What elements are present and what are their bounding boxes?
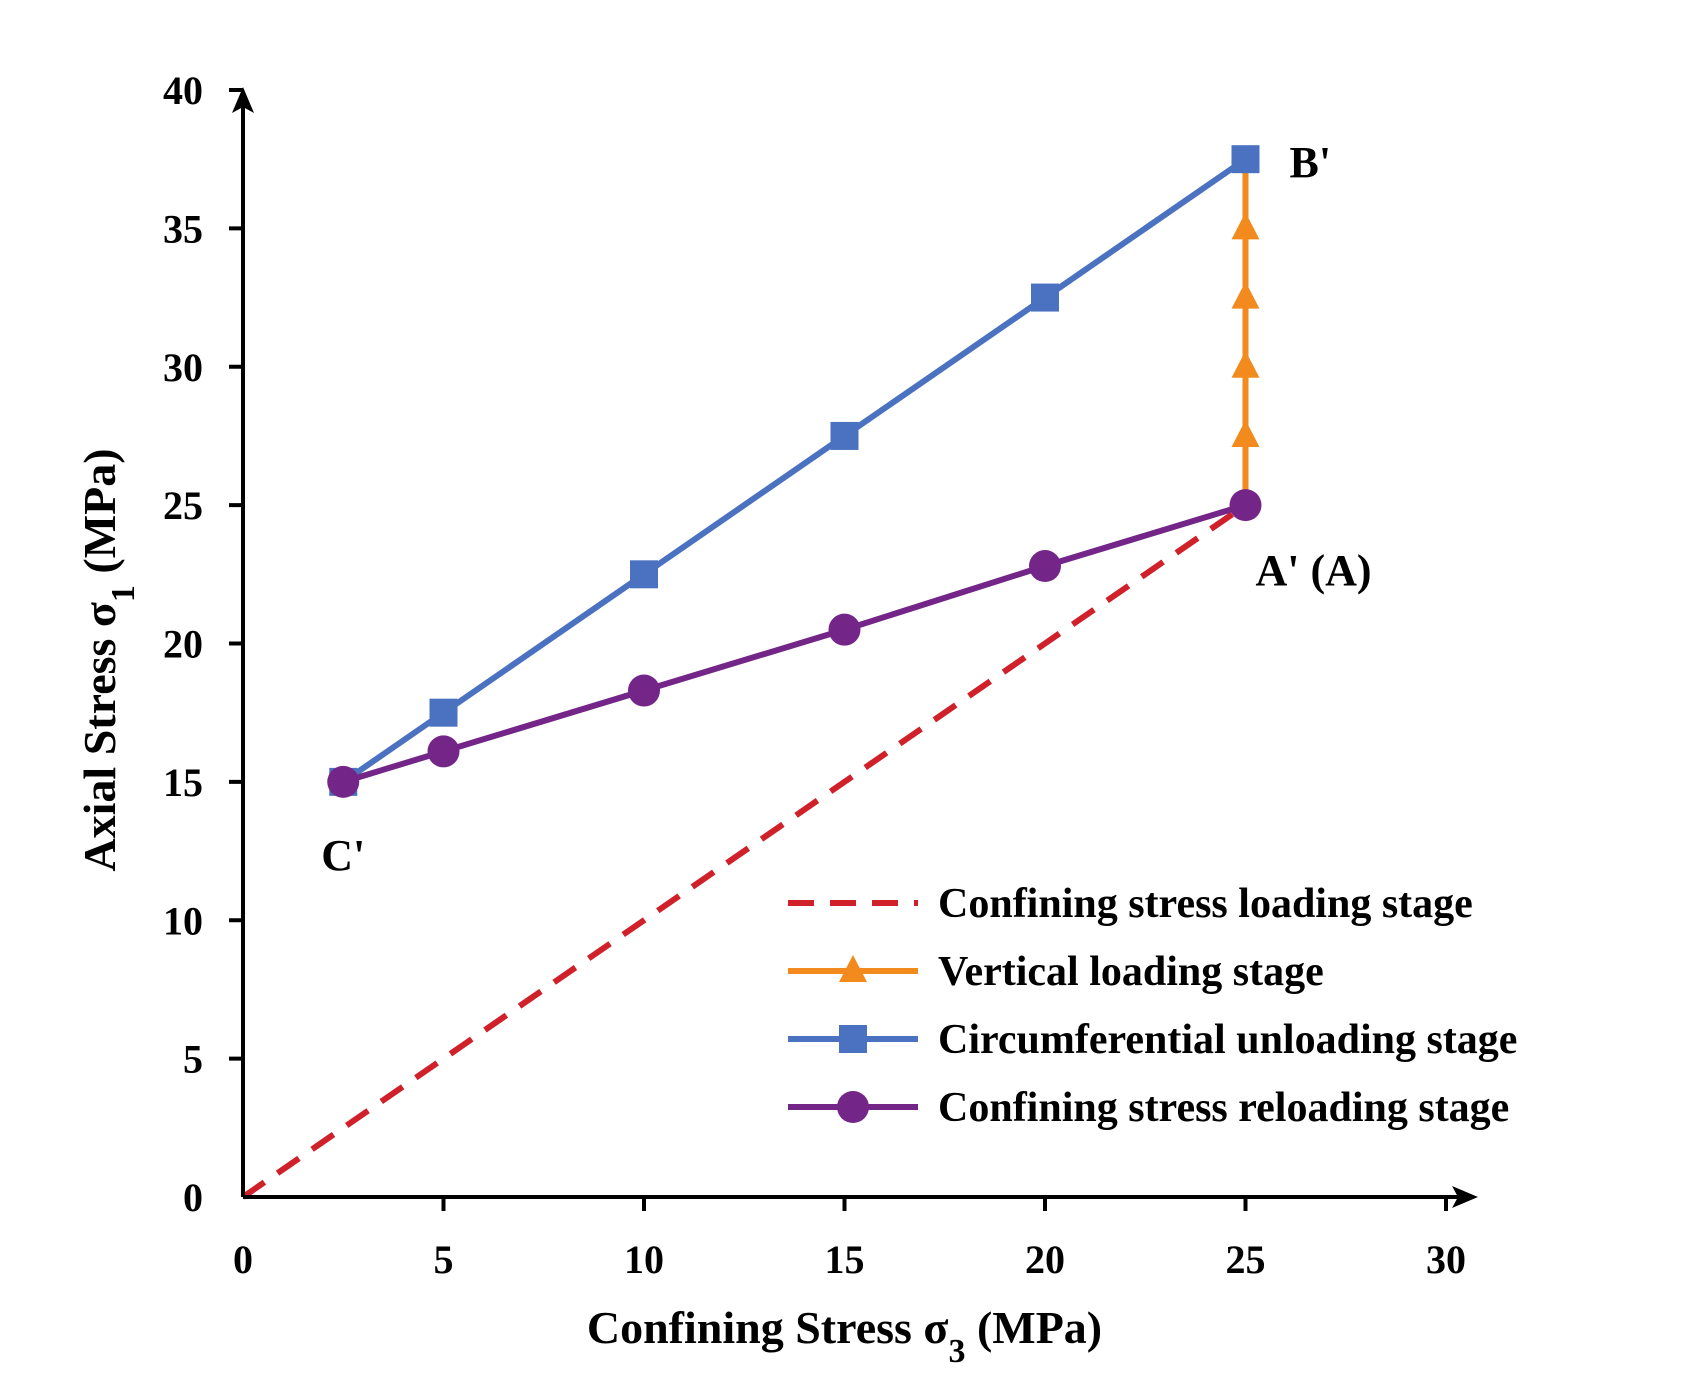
x-tick-label: 0 [233, 1237, 253, 1282]
legend-marker-2 [839, 955, 867, 982]
marker-s2-3 [1231, 281, 1260, 309]
marker-s2-4 [1231, 212, 1260, 240]
marker-s4-6 [1229, 489, 1262, 522]
legend: Confining stress loading stage Vertical l… [788, 881, 1517, 1131]
marker-s3-3 [830, 421, 859, 450]
y-tick-label: 40 [163, 68, 203, 113]
legend-marker-3 [839, 1025, 867, 1053]
x-tick-label: 25 [1226, 1237, 1266, 1282]
marker-s3-5 [429, 698, 458, 727]
marker-s3-1 [1231, 145, 1260, 174]
x-tick-label: 15 [825, 1237, 865, 1282]
marker-s4-1 [327, 765, 360, 798]
y-tick-label: 10 [163, 898, 203, 943]
data-markers [327, 145, 1262, 798]
marker-s4-4 [828, 613, 861, 646]
y-tick-label: 20 [163, 622, 203, 667]
marker-s4-2 [427, 735, 460, 768]
x-tick-label: 5 [434, 1237, 454, 1282]
y-axis-arrow [232, 87, 254, 113]
series-line-3 [341, 156, 1248, 785]
tick-labels: 0 5 10 15 20 25 30 0 5 10 15 20 25 30 35 40 [163, 68, 1466, 1282]
marker-s4-3 [628, 674, 660, 707]
marker-s2-2 [1231, 350, 1260, 378]
legend-marker-4 [837, 1091, 869, 1123]
x-axis-arrow [1452, 1186, 1478, 1208]
point-label-2: A' (A) [1256, 546, 1372, 595]
y-axis-title: Axial Stress σ1 (MPa) [74, 448, 142, 871]
x-tick-label: 20 [1025, 1237, 1065, 1282]
x-tick-label: 10 [624, 1237, 664, 1282]
marker-s2-1 [1231, 419, 1260, 447]
y-tick-label: 30 [163, 345, 203, 390]
y-tick-label: 35 [163, 206, 203, 251]
point-label-1: B' [1290, 138, 1332, 187]
y-tick-label: 15 [163, 760, 203, 805]
marker-s3-4 [630, 560, 658, 589]
x-axis-title: Confining Stress σ3 (MPa) [587, 1302, 1102, 1370]
legend-label-3: Circumferential unloading stage [938, 1017, 1517, 1063]
legend-label-2: Vertical loading stage [938, 949, 1324, 995]
point-annotations: B' A' (A) C' [321, 138, 1371, 880]
axes [229, 87, 1478, 1211]
point-label-3: C' [321, 831, 365, 880]
legend-label-4: Confining stress reloading stage [938, 1085, 1509, 1131]
marker-s3-2 [1031, 283, 1059, 312]
x-tick-label: 30 [1426, 1237, 1466, 1282]
series-line-4 [342, 502, 1247, 785]
axis-titles: Confining Stress σ3 (MPa) Axial Stress σ1… [74, 448, 1102, 1369]
y-tick-label: 0 [183, 1175, 203, 1220]
y-tick-label: 5 [183, 1037, 203, 1082]
series-line-1 [241, 502, 1248, 1200]
legend-label-1: Confining stress loading stage [938, 881, 1473, 927]
marker-s4-5 [1029, 550, 1061, 583]
plot-area [241, 156, 1249, 1200]
y-tick-label: 25 [163, 483, 203, 528]
